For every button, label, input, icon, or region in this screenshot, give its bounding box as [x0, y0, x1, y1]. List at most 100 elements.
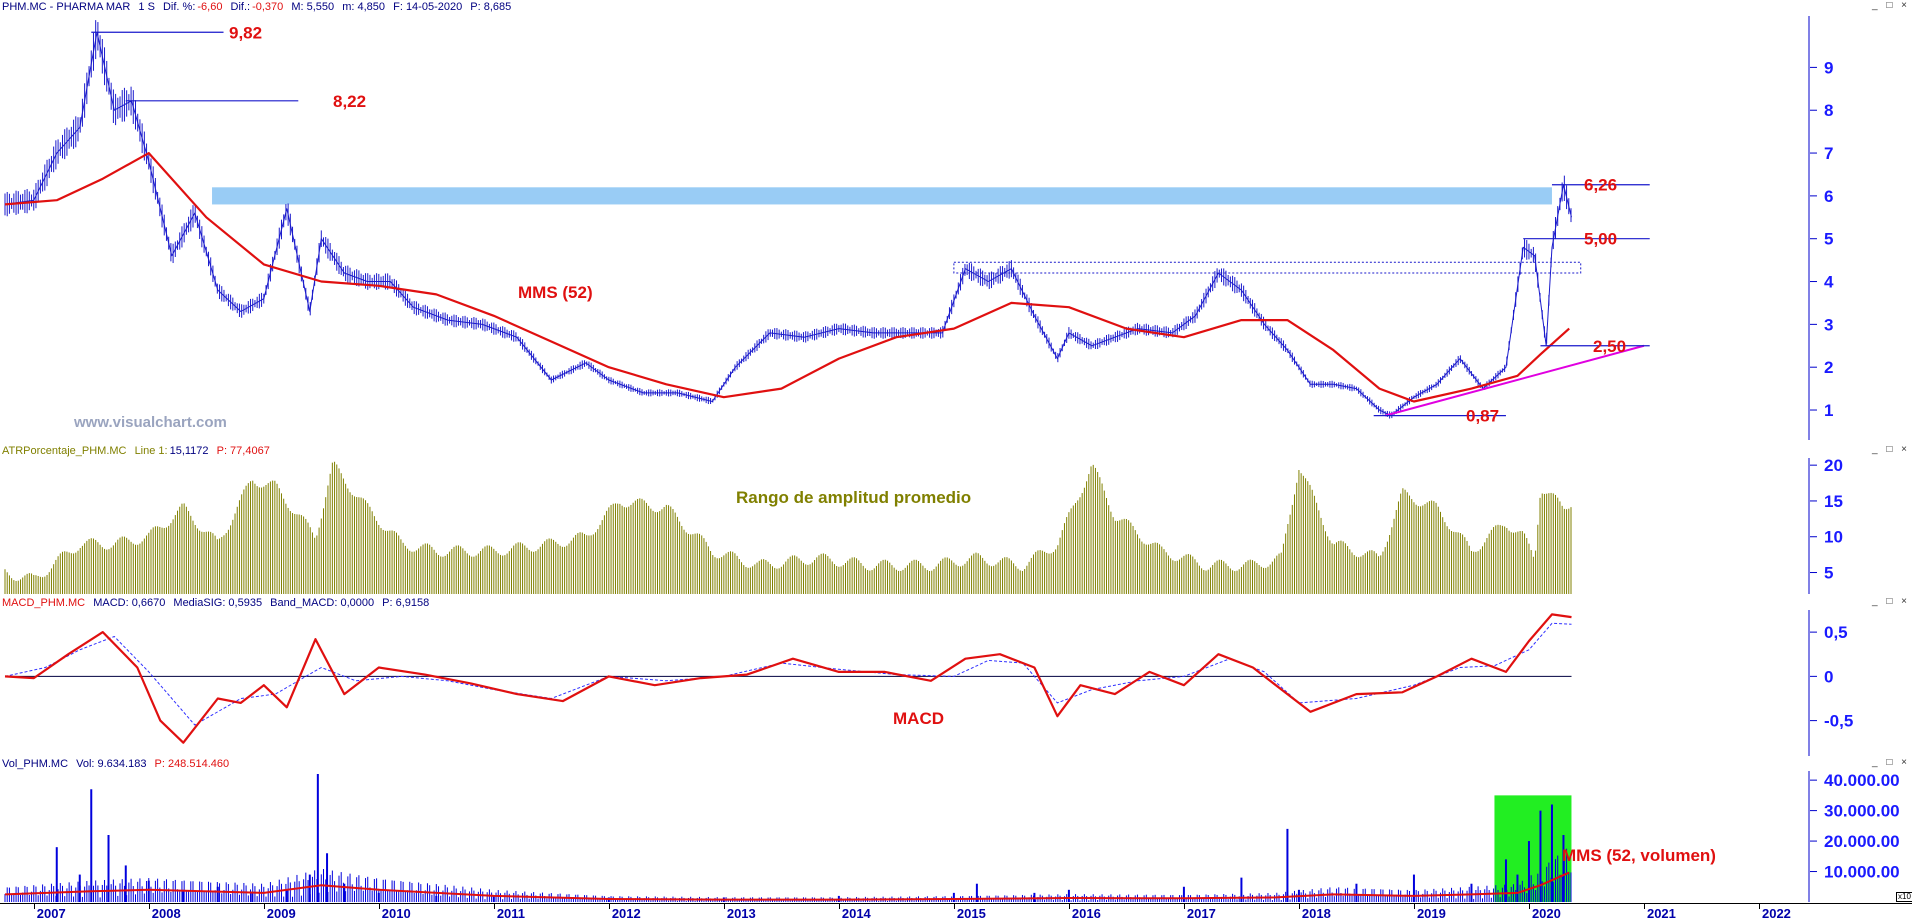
- x-axis-tick: [148, 904, 150, 909]
- macd-band: Band_MACD: 0,0000: [270, 597, 375, 609]
- vol-name: Vol_PHM.MC: [2, 758, 69, 770]
- volume-window-controls[interactable]: _ □ ×: [1872, 757, 1910, 768]
- x-axis-year-label: 2016: [1071, 906, 1101, 921]
- volume-ma-label: MMS (52, volumen): [1562, 846, 1716, 865]
- x-axis-tick: [1413, 904, 1415, 909]
- macd-pane: MACD_PHM.MC MACD: 0,6670 MediaSIG: 0,593…: [0, 596, 1912, 758]
- x-axis-tick: [1758, 904, 1760, 909]
- x-axis-tick: [378, 904, 380, 909]
- x-axis-tick: [838, 904, 840, 909]
- x-axis-tick: [493, 904, 495, 909]
- volume-ma52-line: [4, 871, 1570, 901]
- price-window-controls[interactable]: _ □ ×: [1872, 0, 1910, 11]
- price-chart: 9,82 8,22 6,26 5,00 2,50 0,87 MMS (52) 1 2 3 4 5 6 7 8…: [4, 16, 1834, 440]
- x-axis-year-label: 2020: [1531, 906, 1561, 921]
- volume-chart: MMS (52, volumen) 10.000.00 20.000.00 30.00…: [4, 771, 1900, 902]
- atr-yaxis-label: 10: [1824, 528, 1843, 547]
- trendline: [1384, 344, 1645, 417]
- x-axis: 2007 2008 2009 2010 2011 2012 2013 2014 2015 2016…: [0, 903, 1912, 923]
- x-axis-year-label: 2015: [956, 906, 986, 921]
- annotation-626-label: 6,26: [1584, 176, 1617, 195]
- atr-header: ATRPorcentaje_PHM.MC Line 1: 15,1172 P: 7…: [2, 444, 275, 458]
- resistance-band: [212, 187, 1552, 205]
- price-yaxis-label: 9: [1824, 58, 1833, 77]
- x-axis-year-label: 2008: [151, 906, 181, 921]
- atr-yaxis-label: 5: [1824, 564, 1833, 583]
- vol-p: P: 248.514.460: [154, 758, 230, 770]
- macd-yaxis-label: 0: [1824, 667, 1833, 686]
- x-axis-year-label: 2012: [611, 906, 641, 921]
- atr-line-value: 15,1172: [169, 445, 209, 457]
- price-yaxis-label: 2: [1824, 358, 1833, 377]
- macd-yaxis-label: -0,5: [1824, 712, 1853, 731]
- annotation-500-label: 5,00: [1584, 230, 1617, 249]
- volume-scale-tag: x10: [1896, 892, 1912, 902]
- ma52-line: [4, 152, 1570, 403]
- atr-pane: ATRPorcentaje_PHM.MC Line 1: 15,1172 P: 7…: [0, 444, 1912, 597]
- vol-yaxis-label: 10.000.00: [1824, 863, 1900, 882]
- x-axis-year-label: 2022: [1761, 906, 1791, 921]
- vol-yaxis-label: 40.000.00: [1824, 771, 1900, 790]
- x-axis-year-label: 2010: [381, 906, 411, 921]
- price-min: m: 4,850: [342, 1, 386, 13]
- x-axis-year-label: 2009: [266, 906, 296, 921]
- x-axis-tick: [1298, 904, 1300, 909]
- macd-yaxis-label: 0,5: [1824, 623, 1848, 642]
- atr-chart: Rango de amplitud promedio 5 10 15 20: [4, 456, 1843, 594]
- price-pane: PHM.MC - PHARMA MAR 1 S Dif. %: -6,60 Dif…: [0, 0, 1912, 445]
- x-axis-year-label: 2021: [1646, 906, 1676, 921]
- x-axis-year-label: 2007: [36, 906, 66, 921]
- annotation-982-label: 9,82: [229, 23, 262, 42]
- price-symbol: PHM.MC - PHARMA MAR: [2, 1, 131, 13]
- price-yaxis-label: 3: [1824, 315, 1833, 334]
- atr-window-controls[interactable]: _ □ ×: [1872, 444, 1910, 455]
- x-axis-tick: [1528, 904, 1530, 909]
- macd-header: MACD_PHM.MC MACD: 0,6670 MediaSIG: 0,593…: [2, 596, 434, 610]
- price-dif-pct-label: Dif. %:: [162, 1, 196, 13]
- vol-value: Vol: 9.634.183: [76, 758, 147, 770]
- vol-yaxis-label: 30.000.00: [1824, 802, 1900, 821]
- x-axis-year-label: 2013: [726, 906, 756, 921]
- x-axis-year-label: 2018: [1301, 906, 1331, 921]
- x-axis-year-label: 2019: [1416, 906, 1446, 921]
- macd-chart: MACD -0,5 0 0,5: [4, 610, 1853, 756]
- atr-line-label: Line 1:: [134, 445, 168, 457]
- price-yaxis-label: 4: [1824, 273, 1834, 292]
- atr-name: ATRPorcentaje_PHM.MC: [2, 445, 127, 457]
- volume-header: Vol_PHM.MC Vol: 9.634.183 P: 248.514.460: [2, 757, 234, 771]
- price-yaxis-label: 1: [1824, 401, 1833, 420]
- x-axis-tick: [1068, 904, 1070, 909]
- annotation-250-label: 2,50: [1593, 337, 1626, 356]
- x-axis-tick: [723, 904, 725, 909]
- atr-yaxis-label: 15: [1824, 492, 1843, 511]
- price-dif-value: -0,370: [252, 1, 284, 13]
- macd-name: MACD_PHM.MC: [2, 597, 86, 609]
- price-period: 1 S: [138, 1, 155, 13]
- price-p: P: 8,685: [470, 1, 512, 13]
- price-yaxis-label: 7: [1824, 144, 1833, 163]
- price-yaxis-label: 5: [1824, 230, 1833, 249]
- watermark: www.visualchart.com: [74, 414, 227, 431]
- x-axis-tick: [1183, 904, 1185, 909]
- atr-label: Rango de amplitud promedio: [736, 488, 971, 507]
- x-axis-tick: [263, 904, 265, 909]
- price-date: F: 14-05-2020: [393, 1, 463, 13]
- annotation-087-label: 0,87: [1466, 407, 1499, 426]
- price-yaxis-label: 8: [1824, 101, 1833, 120]
- macd-line: [4, 613, 1572, 744]
- macd-signal-line: [4, 622, 1572, 726]
- x-axis-tick: [33, 904, 35, 909]
- macd-value: MACD: 0,6670: [93, 597, 166, 609]
- annotation-822-label: 8,22: [333, 92, 366, 111]
- price-header: PHM.MC - PHARMA MAR 1 S Dif. %: -6,60 Dif…: [2, 0, 516, 14]
- volume-highlight: [1494, 795, 1572, 902]
- x-axis-tick: [953, 904, 955, 909]
- vol-yaxis-label: 20.000.00: [1824, 832, 1900, 851]
- atr-p: P: 77,4067: [216, 445, 270, 457]
- macd-p: P: 6,9158: [382, 597, 430, 609]
- atr-yaxis-label: 20: [1824, 456, 1843, 475]
- volume-pane: Vol_PHM.MC Vol: 9.634.183 P: 248.514.460…: [0, 757, 1912, 903]
- x-axis-year-label: 2011: [496, 906, 526, 921]
- macd-window-controls[interactable]: _ □ ×: [1872, 596, 1910, 607]
- price-yaxis-label: 6: [1824, 187, 1833, 206]
